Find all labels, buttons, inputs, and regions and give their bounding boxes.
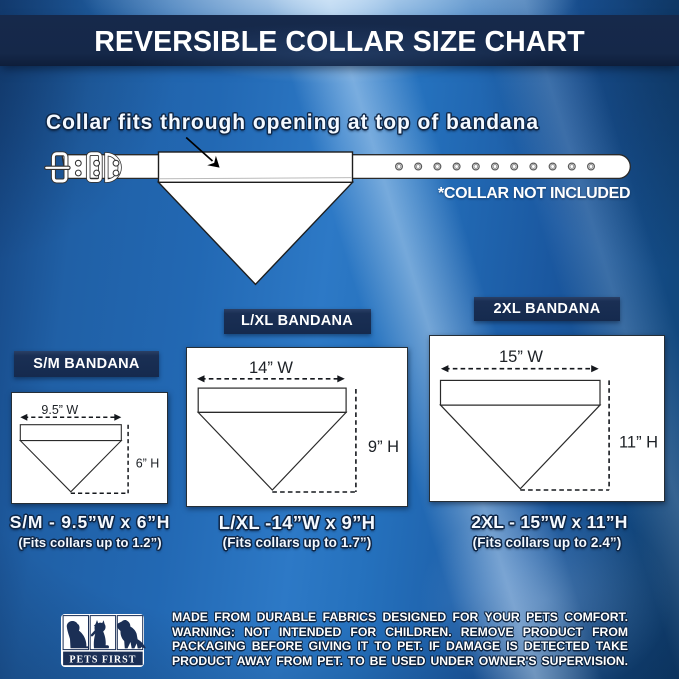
svg-text:9” H: 9” H [368,438,399,456]
svg-text:9.5” W: 9.5” W [41,403,78,417]
svg-text:14” W: 14” W [249,359,293,377]
svg-text:PETS FIRST: PETS FIRST [69,654,136,665]
svg-text:11” H: 11” H [619,434,658,452]
svg-text:15” W: 15” W [499,348,543,366]
svg-text:6” H: 6” H [136,457,160,471]
